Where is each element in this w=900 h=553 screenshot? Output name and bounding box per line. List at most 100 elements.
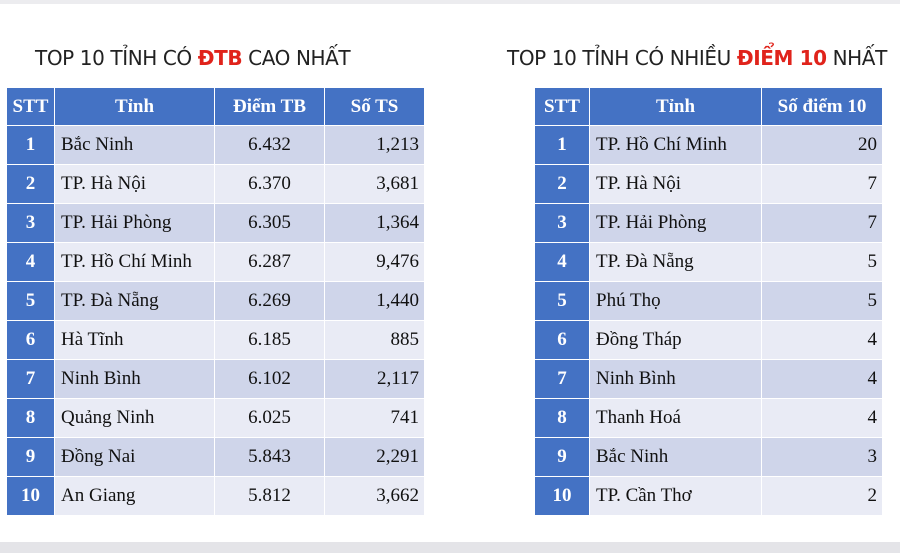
cell-so-diem-10: 4 bbox=[762, 321, 883, 360]
table-row: 2 TP. Hà Nội 6.370 3,681 bbox=[7, 165, 425, 204]
table-row: 6 Hà Tĩnh 6.185 885 bbox=[7, 321, 425, 360]
right-heading-post: NHẤT bbox=[826, 46, 888, 70]
table-header-row: STT Tỉnh Số điểm 10 bbox=[535, 88, 883, 126]
cell-so-diem-10: 3 bbox=[762, 438, 883, 477]
column-header-so-ts: Số TS bbox=[325, 88, 425, 126]
cell-tinh: TP. Đà Nẵng bbox=[590, 243, 762, 282]
cell-diem-tb: 6.025 bbox=[215, 399, 325, 438]
cell-so-diem-10: 4 bbox=[762, 360, 883, 399]
cell-stt: 9 bbox=[535, 438, 590, 477]
column-header-stt: STT bbox=[7, 88, 55, 126]
cell-stt: 5 bbox=[535, 282, 590, 321]
cell-stt: 7 bbox=[7, 360, 55, 399]
table-row: 9 Bắc Ninh 3 bbox=[535, 438, 883, 477]
cell-tinh: Bắc Ninh bbox=[590, 438, 762, 477]
cell-so-diem-10: 7 bbox=[762, 204, 883, 243]
cell-stt: 9 bbox=[7, 438, 55, 477]
table-row: 1 TP. Hồ Chí Minh 20 bbox=[535, 126, 883, 165]
cell-stt: 7 bbox=[535, 360, 590, 399]
cell-stt: 1 bbox=[7, 126, 55, 165]
column-header-so-diem-10: Số điểm 10 bbox=[762, 88, 883, 126]
table-header-row: STT Tỉnh Điểm TB Số TS bbox=[7, 88, 425, 126]
cell-diem-tb: 6.185 bbox=[215, 321, 325, 360]
cell-diem-tb: 6.305 bbox=[215, 204, 325, 243]
table-row: 4 TP. Đà Nẵng 5 bbox=[535, 243, 883, 282]
cell-stt: 10 bbox=[535, 477, 590, 516]
table-row: 5 TP. Đà Nẵng 6.269 1,440 bbox=[7, 282, 425, 321]
cell-stt: 3 bbox=[7, 204, 55, 243]
cell-so-diem-10: 2 bbox=[762, 477, 883, 516]
cell-tinh: TP. Hồ Chí Minh bbox=[590, 126, 762, 165]
cell-tinh: Ninh Bình bbox=[590, 360, 762, 399]
cell-stt: 10 bbox=[7, 477, 55, 516]
table-row: 4 TP. Hồ Chí Minh 6.287 9,476 bbox=[7, 243, 425, 282]
cell-stt: 3 bbox=[535, 204, 590, 243]
cell-stt: 8 bbox=[7, 399, 55, 438]
cell-so-ts: 3,681 bbox=[325, 165, 425, 204]
column-header-diem-tb: Điểm TB bbox=[215, 88, 325, 126]
cell-stt: 1 bbox=[535, 126, 590, 165]
cell-tinh: Quảng Ninh bbox=[55, 399, 215, 438]
right-heading: TOP 10 TỈNH CÓ NHIỀU ĐIỂM 10 NHẤT bbox=[507, 44, 887, 72]
table-row: 6 Đồng Tháp 4 bbox=[535, 321, 883, 360]
left-heading-post: CAO NHẤT bbox=[242, 46, 351, 70]
cell-stt: 4 bbox=[7, 243, 55, 282]
table-row: 1 Bắc Ninh 6.432 1,213 bbox=[7, 126, 425, 165]
cell-tinh: Đồng Nai bbox=[55, 438, 215, 477]
table-row: 3 TP. Hải Phòng 6.305 1,364 bbox=[7, 204, 425, 243]
cell-so-ts: 1,440 bbox=[325, 282, 425, 321]
cell-so-diem-10: 4 bbox=[762, 399, 883, 438]
cell-tinh: TP. Hà Nội bbox=[55, 165, 215, 204]
cell-so-ts: 9,476 bbox=[325, 243, 425, 282]
table-row: 7 Ninh Bình 6.102 2,117 bbox=[7, 360, 425, 399]
cell-tinh: TP. Hồ Chí Minh bbox=[55, 243, 215, 282]
column-header-tinh: Tỉnh bbox=[590, 88, 762, 126]
cell-so-ts: 741 bbox=[325, 399, 425, 438]
cell-so-diem-10: 7 bbox=[762, 165, 883, 204]
cell-diem-tb: 5.812 bbox=[215, 477, 325, 516]
table-row: 10 TP. Cần Thơ 2 bbox=[535, 477, 883, 516]
cell-so-ts: 1,364 bbox=[325, 204, 425, 243]
cell-so-ts: 1,213 bbox=[325, 126, 425, 165]
cell-stt: 6 bbox=[7, 321, 55, 360]
cell-tinh: An Giang bbox=[55, 477, 215, 516]
cell-so-ts: 2,117 bbox=[325, 360, 425, 399]
right-heading-pre: TOP 10 TỈNH CÓ NHIỀU bbox=[507, 46, 737, 70]
cell-tinh: Phú Thọ bbox=[590, 282, 762, 321]
cell-diem-tb: 6.370 bbox=[215, 165, 325, 204]
cell-tinh: Bắc Ninh bbox=[55, 126, 215, 165]
top-ten-points-table: STT Tỉnh Số điểm 10 1 TP. Hồ Chí Minh 20 2 T… bbox=[535, 88, 883, 516]
cell-stt: 4 bbox=[535, 243, 590, 282]
cell-so-diem-10: 5 bbox=[762, 243, 883, 282]
table-row: 3 TP. Hải Phòng 7 bbox=[535, 204, 883, 243]
cell-stt: 2 bbox=[535, 165, 590, 204]
cell-tinh: Thanh Hoá bbox=[590, 399, 762, 438]
cell-tinh: TP. Hải Phòng bbox=[55, 204, 215, 243]
top-strip bbox=[0, 0, 900, 4]
bottom-strip bbox=[0, 542, 900, 553]
cell-tinh: TP. Cần Thơ bbox=[590, 477, 762, 516]
cell-so-diem-10: 5 bbox=[762, 282, 883, 321]
cell-tinh: Hà Tĩnh bbox=[55, 321, 215, 360]
cell-diem-tb: 6.269 bbox=[215, 282, 325, 321]
cell-stt: 5 bbox=[7, 282, 55, 321]
cell-stt: 8 bbox=[535, 399, 590, 438]
cell-diem-tb: 6.432 bbox=[215, 126, 325, 165]
column-header-stt: STT bbox=[535, 88, 590, 126]
cell-tinh: Đồng Tháp bbox=[590, 321, 762, 360]
table-row: 8 Quảng Ninh 6.025 741 bbox=[7, 399, 425, 438]
cell-stt: 2 bbox=[7, 165, 55, 204]
cell-diem-tb: 6.287 bbox=[215, 243, 325, 282]
cell-so-ts: 3,662 bbox=[325, 477, 425, 516]
cell-tinh: TP. Đà Nẵng bbox=[55, 282, 215, 321]
table-row: 8 Thanh Hoá 4 bbox=[535, 399, 883, 438]
cell-so-ts: 885 bbox=[325, 321, 425, 360]
table-row: 9 Đồng Nai 5.843 2,291 bbox=[7, 438, 425, 477]
cell-diem-tb: 5.843 bbox=[215, 438, 325, 477]
cell-tinh: TP. Hà Nội bbox=[590, 165, 762, 204]
cell-stt: 6 bbox=[535, 321, 590, 360]
column-header-tinh: Tỉnh bbox=[55, 88, 215, 126]
cell-tinh: Ninh Bình bbox=[55, 360, 215, 399]
left-heading-highlight: ĐTB bbox=[197, 46, 243, 70]
